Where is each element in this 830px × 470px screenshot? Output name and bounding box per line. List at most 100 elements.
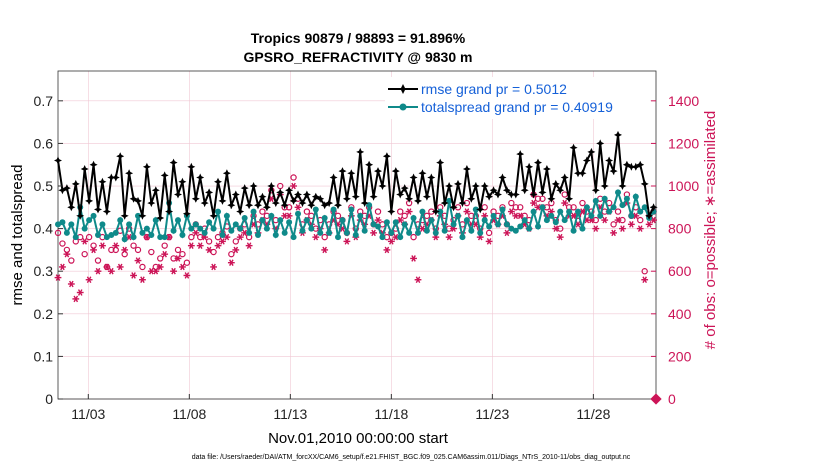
- obs-assimilated-point: [156, 263, 164, 271]
- rmse-point: [249, 182, 258, 190]
- obs-assimilated-point: [343, 238, 351, 245]
- spread-point: [472, 206, 479, 213]
- spread-point: [579, 225, 586, 232]
- obs-assimilated-point: [130, 272, 137, 279]
- y-right-tick-label: 200: [668, 348, 692, 364]
- obs-assimilated-point: [387, 238, 395, 245]
- spread-point: [495, 221, 502, 228]
- y-left-tick-label: 0: [45, 391, 53, 407]
- spread-point: [321, 214, 328, 221]
- obs-assimilated-point-stroke: [113, 242, 119, 249]
- spread-point: [286, 219, 293, 226]
- spread-point: [415, 229, 422, 236]
- rmse-point: [294, 190, 302, 199]
- obs-assimilated-point: [650, 216, 657, 224]
- obs-assimilated-point: [374, 216, 382, 224]
- obs-assimilated-point: [419, 225, 426, 232]
- obs-assimilated-point: [116, 263, 124, 271]
- y-left-tick-label: 0.4: [34, 221, 54, 237]
- obs-possible-point: [401, 212, 408, 220]
- rmse-point: [449, 203, 458, 212]
- spread-point: [117, 217, 124, 224]
- obs-assimilated-point: [463, 208, 471, 215]
- obs-assimilated-point: [214, 242, 222, 249]
- obs-assimilated-point: [134, 257, 142, 264]
- rmse-point: [178, 177, 187, 186]
- obs-assimilated-point: [614, 216, 622, 224]
- obs-assimilated-point: [103, 263, 111, 271]
- rmse-point: [649, 203, 658, 212]
- y-right-tick-label: 1000: [668, 178, 699, 194]
- obs-possible-point: [90, 242, 97, 249]
- spread-point: [548, 212, 555, 219]
- y-right-tick-label: 600: [668, 263, 692, 279]
- obs-assimilated-point-stroke: [486, 238, 492, 245]
- obs-assimilated-point-stroke: [535, 204, 541, 211]
- rmse-point: [480, 182, 489, 190]
- spread-point: [366, 202, 373, 209]
- obs-assimilated-point-stroke: [584, 216, 590, 224]
- rmse-point: [196, 173, 205, 182]
- spread-point: [508, 225, 515, 232]
- rmse-point: [445, 182, 454, 190]
- obs-possible-point: [130, 242, 137, 249]
- x-tick-label: 11/18: [374, 406, 408, 422]
- obs-assimilated-point: [196, 242, 204, 249]
- spread-point: [206, 219, 213, 226]
- rmse-point: [565, 194, 574, 203]
- rmse-point: [574, 169, 582, 178]
- obs-possible-point: [517, 204, 524, 211]
- obs-possible-point: [534, 195, 542, 202]
- spread-point: [121, 236, 128, 243]
- obs-possible-point: [423, 212, 431, 220]
- spread-point: [432, 229, 439, 236]
- rmse-point: [156, 214, 165, 222]
- spread-point: [486, 223, 493, 230]
- spread-point: [188, 225, 195, 232]
- rmse-point: [54, 156, 62, 165]
- obs-assimilated-point: [143, 233, 151, 241]
- rmse-point: [414, 196, 422, 205]
- spread-point: [161, 234, 168, 241]
- rmse-point: [485, 192, 494, 201]
- rmse-point: [369, 192, 378, 201]
- legend-rmse-marker: [397, 84, 409, 94]
- rmse-point: [600, 182, 609, 190]
- obs-assimilated-point-stroke: [504, 229, 510, 237]
- obs-possible-point: [397, 208, 404, 215]
- spread-point: [499, 206, 506, 213]
- obs-assimilated-point-stroke: [77, 289, 83, 296]
- obs-possible-point: [121, 250, 128, 258]
- rmse-point: [511, 190, 520, 199]
- obs-assimilated-point: [219, 238, 226, 245]
- x-tick-label: 11/23: [475, 406, 509, 422]
- obs-assimilated-point-stroke: [215, 242, 221, 249]
- obs-possible-point: [179, 250, 186, 258]
- rmse-point: [387, 207, 396, 216]
- obs-assimilated-point-stroke: [513, 212, 519, 220]
- spread-point: [303, 217, 310, 224]
- spread-point: [210, 225, 217, 232]
- rmse-point: [494, 190, 502, 199]
- obs-possible-point: [161, 242, 168, 249]
- obs-possible-point: [108, 246, 115, 254]
- rmse-point: [547, 194, 556, 203]
- spread-point: [179, 232, 186, 238]
- obs-assimilated-point-stroke: [615, 216, 621, 224]
- obs-assimilated-point-stroke: [197, 242, 203, 249]
- spread-point: [263, 225, 270, 232]
- spread-point: [490, 212, 497, 219]
- rmse-point: [89, 160, 98, 169]
- obs-assimilated-point-stroke: [282, 212, 287, 220]
- rmse-point: [618, 182, 627, 190]
- rmse-point: [645, 211, 654, 220]
- rmse-point: [614, 130, 622, 139]
- rmse-point: [569, 143, 578, 152]
- obs-possible-point: [285, 204, 293, 211]
- obs-assimilated-point-stroke: [562, 199, 567, 207]
- obs-assimilated-point-stroke: [642, 276, 647, 284]
- obs-assimilated-point-stroke: [473, 221, 479, 228]
- rmse-point: [94, 205, 102, 214]
- obs-assimilated-point: [570, 212, 577, 220]
- rmse-point: [538, 188, 547, 197]
